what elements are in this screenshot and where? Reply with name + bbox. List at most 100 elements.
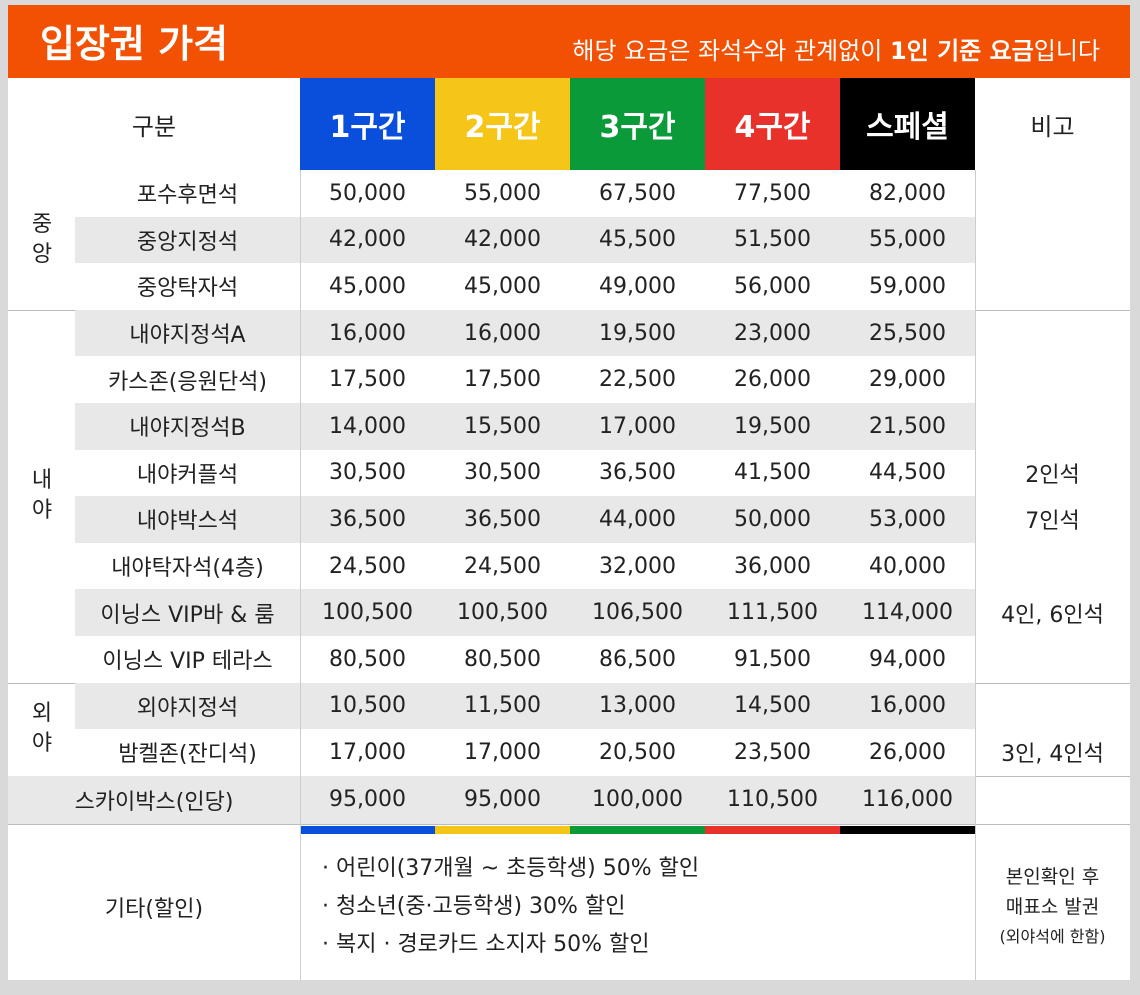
group-label: 내야 xyxy=(31,468,53,524)
price: 80,500 xyxy=(329,646,406,672)
price: 36,500 xyxy=(329,506,406,532)
price: 26,000 xyxy=(869,739,946,765)
price: 17,000 xyxy=(464,739,541,765)
discounts: · 어린이(37개월 ~ 초등학생) 50% 할인 · 청소년(중·고등학생) 3… xyxy=(322,834,975,980)
price: 53,000 xyxy=(869,506,946,532)
group-label: 외야 xyxy=(31,701,53,757)
price: 41,500 xyxy=(734,460,811,486)
price: 44,500 xyxy=(869,460,946,486)
row-shade xyxy=(75,309,975,357)
price: 23,000 xyxy=(734,320,811,346)
price: 21,500 xyxy=(869,413,946,439)
footer-note: 본인확인 후 매표소 발권 (외야석에 한함) xyxy=(975,834,1130,980)
seat-name: 이닝스 VIP 테라스 xyxy=(102,649,273,675)
separator xyxy=(8,823,1130,825)
row-shade xyxy=(75,216,975,264)
price: 42,000 xyxy=(329,227,406,253)
price: 15,500 xyxy=(464,413,541,439)
price: 45,000 xyxy=(329,273,406,299)
footer-label: 기타(할인) xyxy=(104,896,204,922)
note-line: (외야석에 한함) xyxy=(999,926,1106,946)
seat-name: 이닝스 VIP바 & 룸 xyxy=(100,602,275,628)
price: 50,000 xyxy=(329,180,406,206)
seat-name: 포수후면석 xyxy=(136,183,239,209)
price: 95,000 xyxy=(464,787,541,813)
price: 36,000 xyxy=(734,553,811,579)
price: 13,000 xyxy=(599,693,676,719)
price: 56,000 xyxy=(734,273,811,299)
seat-name: 외야지정석 xyxy=(136,695,239,721)
remark: 2인석 xyxy=(1025,462,1080,488)
price: 19,500 xyxy=(599,320,676,346)
color-strip xyxy=(435,825,570,834)
col-header: 2구간 xyxy=(435,78,570,170)
price: 44,000 xyxy=(599,506,676,532)
price: 106,500 xyxy=(592,600,683,626)
title: 입장권 가격 xyxy=(40,22,229,66)
note-text: 해당 요금은 좌석수와 관계없이 xyxy=(572,37,890,65)
price: 59,000 xyxy=(869,273,946,299)
price: 77,500 xyxy=(734,180,811,206)
price: 36,500 xyxy=(464,506,541,532)
col-header: 1구간 xyxy=(300,78,435,170)
seat-name: 내야커플석 xyxy=(136,462,239,488)
price: 86,500 xyxy=(599,646,676,672)
price: 116,000 xyxy=(862,787,953,813)
price: 95,000 xyxy=(329,787,406,813)
header-bar: 입장권 가격 해당 요금은 좌석수와 관계없이 1인 기준 요금입니다 xyxy=(8,5,1130,78)
price: 45,000 xyxy=(464,273,541,299)
price: 22,500 xyxy=(599,367,676,393)
seat-name: 스카이박스(인당) xyxy=(74,789,234,815)
seat-name: 카스존(응원단석) xyxy=(108,369,267,395)
price: 29,000 xyxy=(869,367,946,393)
price-table: 입장권 가격 해당 요금은 좌석수와 관계없이 1인 기준 요금입니다 구분 1구… xyxy=(8,5,1130,980)
price: 24,500 xyxy=(329,553,406,579)
price: 100,500 xyxy=(322,600,413,626)
col-header: 4구간 xyxy=(705,78,840,170)
price: 16,000 xyxy=(869,693,946,719)
price: 16,000 xyxy=(464,320,541,346)
col-header: 스페셜 xyxy=(840,78,975,170)
seat-name: 내야지정석A xyxy=(129,323,246,349)
col-header: 비고 xyxy=(1030,112,1075,141)
price: 26,000 xyxy=(734,367,811,393)
price: 17,000 xyxy=(599,413,676,439)
note-text: 입니다 xyxy=(1033,37,1100,65)
price: 11,500 xyxy=(464,693,541,719)
price: 23,500 xyxy=(734,739,811,765)
price: 82,000 xyxy=(869,180,946,206)
note-line: 본인확인 후 xyxy=(1005,865,1100,888)
v-line xyxy=(300,170,301,980)
price: 100,000 xyxy=(592,787,683,813)
price: 30,500 xyxy=(464,460,541,486)
price: 67,500 xyxy=(599,180,676,206)
price: 45,500 xyxy=(599,227,676,253)
price: 19,500 xyxy=(734,413,811,439)
v-line xyxy=(975,170,976,980)
row-shade xyxy=(75,589,975,636)
price: 49,000 xyxy=(599,273,676,299)
price: 110,500 xyxy=(727,787,818,813)
remark: 4인, 6인석 xyxy=(1001,602,1104,628)
price: 24,500 xyxy=(464,553,541,579)
color-strip xyxy=(570,825,705,834)
price: 42,000 xyxy=(464,227,541,253)
row-shade xyxy=(75,496,975,543)
price: 55,000 xyxy=(464,180,541,206)
seat-name: 내야박스석 xyxy=(136,509,239,535)
row-shade xyxy=(8,775,975,824)
discount: · 청소년(중·고등학생) 30% 할인 xyxy=(322,893,626,919)
seat-name: 밤켈존(잔디석) xyxy=(118,742,257,768)
price: 111,500 xyxy=(727,600,818,626)
remark: 7인석 xyxy=(1025,509,1080,535)
price: 14,500 xyxy=(734,693,811,719)
price: 16,000 xyxy=(329,320,406,346)
price: 25,500 xyxy=(869,320,946,346)
price: 10,500 xyxy=(329,693,406,719)
seat-name: 중앙탁자석 xyxy=(136,276,239,302)
price: 17,500 xyxy=(329,367,406,393)
color-strip xyxy=(840,825,975,834)
price: 55,000 xyxy=(869,227,946,253)
price: 14,000 xyxy=(329,413,406,439)
